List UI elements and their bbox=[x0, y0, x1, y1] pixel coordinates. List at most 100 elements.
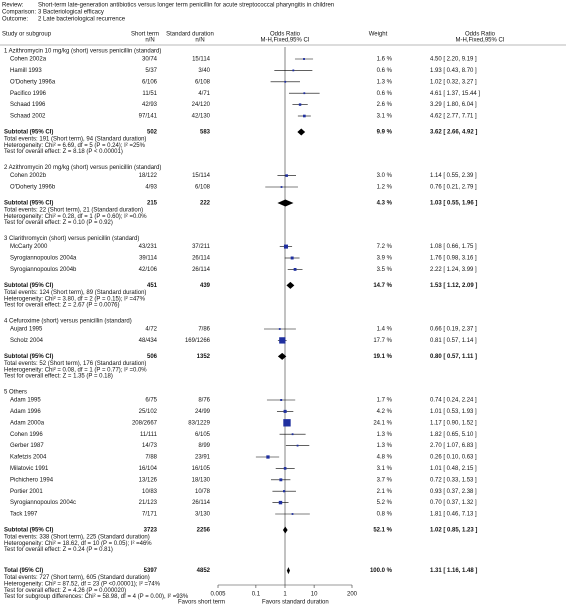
study-weight: 3.1 % bbox=[377, 466, 393, 472]
summary-label: Subtotal (95% CI) bbox=[4, 354, 53, 360]
study-name: Syrogiannopoulos 2004c bbox=[10, 500, 76, 506]
study-standard: 8/99 bbox=[198, 443, 210, 449]
study-or: 0.93 [ 0.37, 2.38 ] bbox=[430, 489, 477, 495]
x-tick-label: 0.1 bbox=[252, 592, 261, 598]
summary-diamond bbox=[286, 567, 290, 575]
study-short: 14/73 bbox=[142, 443, 158, 449]
x-tick-label: 200 bbox=[347, 592, 358, 598]
study-standard: 16/105 bbox=[192, 466, 211, 472]
study-short: 43/231 bbox=[139, 244, 158, 250]
study-standard: 15/114 bbox=[192, 173, 211, 179]
study-short: 39/114 bbox=[139, 256, 158, 262]
study-short: 6/106 bbox=[142, 79, 158, 85]
study-name: McCarty 2000 bbox=[10, 244, 48, 250]
group-title: 2 Azithromycin 20 mg/kg (short) versus p… bbox=[4, 165, 161, 171]
study-weight: 3.1 % bbox=[377, 114, 393, 120]
study-short: 5/37 bbox=[145, 68, 157, 74]
study-or: 1.08 [ 0.66, 1.75 ] bbox=[430, 244, 477, 250]
x-tick-label: 1 bbox=[283, 592, 287, 598]
study-weight: 5.2 % bbox=[377, 500, 393, 506]
column-header: Short term bbox=[131, 32, 159, 38]
study-or: 1.81 [ 0.46, 7.13 ] bbox=[430, 512, 477, 518]
study-square bbox=[282, 490, 286, 493]
study-standard: 15/114 bbox=[192, 57, 211, 63]
study-or: 0.66 [ 0.19, 2.37 ] bbox=[430, 327, 477, 333]
study-square bbox=[284, 80, 287, 83]
study-weight: 2.1 % bbox=[377, 489, 393, 495]
summary-label: Subtotal (95% CI) bbox=[4, 130, 53, 136]
study-name: Adam 1995 bbox=[10, 398, 41, 404]
column-header: Odds Ratio bbox=[465, 32, 496, 38]
note: Heterogeneity: Chi² = 0.08, df = 1 (P = … bbox=[4, 367, 147, 373]
study-short: 30/74 bbox=[142, 57, 158, 63]
study-name: Cohen 2002b bbox=[10, 173, 47, 179]
note: Test for subgroup differences: Chi² = 58… bbox=[4, 594, 189, 600]
study-name: Milatovic 1991 bbox=[10, 466, 49, 472]
study-name: O'Doherty 1996a bbox=[10, 79, 56, 85]
study-weight: 3.0 % bbox=[377, 173, 393, 179]
study-name: Scholz 2004 bbox=[10, 338, 44, 344]
summary-short: 506 bbox=[147, 354, 158, 360]
study-or: 4.62 [ 2.77, 7.71 ] bbox=[430, 114, 477, 120]
summary-weight: 19.1 % bbox=[373, 354, 392, 360]
study-short: 11/111 bbox=[140, 432, 158, 438]
study-square bbox=[292, 69, 295, 72]
study-or: 1.14 [ 0.55, 2.39 ] bbox=[430, 173, 477, 179]
column-header: n/N bbox=[195, 38, 204, 44]
note: Test for overall effect: Z = 2.67 (P = 0… bbox=[4, 303, 120, 309]
summary-standard: 4852 bbox=[197, 568, 211, 574]
note: Total events: 191 (Short term), 94 (Stan… bbox=[4, 137, 146, 143]
study-name: Adam 2000a bbox=[10, 420, 45, 426]
study-or: 1.02 [ 0.32, 3.27 ] bbox=[430, 79, 477, 85]
study-name: Aujard 1995 bbox=[10, 327, 43, 333]
study-weight: 0.8 % bbox=[377, 512, 393, 518]
note: Test for overall effect: Z = 0.24 (P = 0… bbox=[4, 547, 113, 553]
study-weight: 4.8 % bbox=[377, 455, 393, 461]
study-weight: 3.7 % bbox=[377, 477, 393, 483]
summary-or: 1.03 [ 0.55, 1.96 ] bbox=[430, 201, 477, 207]
note: Test for overall effect: Z = 1.35 (P = 0… bbox=[4, 374, 113, 380]
study-short: 48/434 bbox=[139, 338, 158, 344]
summary-diamond bbox=[286, 281, 295, 289]
study-name: Hamill 1993 bbox=[10, 68, 42, 74]
summary-diamond bbox=[277, 199, 294, 207]
study-square bbox=[278, 328, 281, 330]
summary-diamond bbox=[297, 128, 306, 136]
note: Heterogeneity: Chi² = 3.80, df = 2 (P = … bbox=[4, 296, 146, 302]
x-tick-label: 0.005 bbox=[210, 592, 226, 598]
note: Heterogeneity: Chi² = 18.62, df = 10 (P … bbox=[4, 541, 152, 547]
study-or: 0.74 [ 0.24, 2.24 ] bbox=[430, 398, 477, 404]
study-weight: 2.6 % bbox=[377, 102, 393, 108]
summary-short: 451 bbox=[147, 283, 158, 289]
summary-standard: 439 bbox=[200, 283, 211, 289]
group-title: 1 Azithromycin 10 mg/kg (short) versus p… bbox=[4, 49, 161, 55]
study-standard: 169/1266 bbox=[185, 338, 211, 344]
study-standard: 3/40 bbox=[198, 68, 210, 74]
comparison-label: Comparison: bbox=[2, 10, 36, 16]
study-square bbox=[283, 244, 288, 249]
study-square bbox=[285, 174, 288, 177]
study-short: 208/2667 bbox=[132, 420, 158, 426]
study-weight: 1.6 % bbox=[377, 57, 393, 63]
summary-weight: 4.3 % bbox=[377, 201, 393, 207]
study-square bbox=[283, 419, 291, 427]
study-standard: 7/86 bbox=[198, 327, 210, 333]
study-name: Kafetzis 2004 bbox=[10, 455, 47, 461]
study-or: 0.72 [ 0.33, 1.53 ] bbox=[430, 477, 477, 483]
study-name: Tack 1997 bbox=[10, 512, 38, 518]
outcome-label: Outcome: bbox=[2, 17, 28, 23]
study-standard: 6/108 bbox=[195, 185, 211, 191]
study-standard: 3/130 bbox=[195, 512, 211, 518]
comparison: 3 Bacteriological efficacy bbox=[38, 10, 104, 16]
note: Total events: 22 (Short term), 21 (Stand… bbox=[4, 208, 143, 214]
study-short: 42/93 bbox=[142, 102, 158, 108]
study-square bbox=[279, 337, 286, 344]
summary-label: Subtotal (95% CI) bbox=[4, 283, 53, 289]
study-short: 42/106 bbox=[139, 267, 158, 273]
summary-label: Subtotal (95% CI) bbox=[4, 528, 53, 534]
study-weight: 0.6 % bbox=[377, 91, 393, 97]
study-name: Schaad 2002 bbox=[10, 114, 46, 120]
study-weight: 3.9 % bbox=[377, 256, 393, 262]
study-short: 7/171 bbox=[142, 512, 158, 518]
study-or: 1.17 [ 0.90, 1.52 ] bbox=[430, 420, 477, 426]
